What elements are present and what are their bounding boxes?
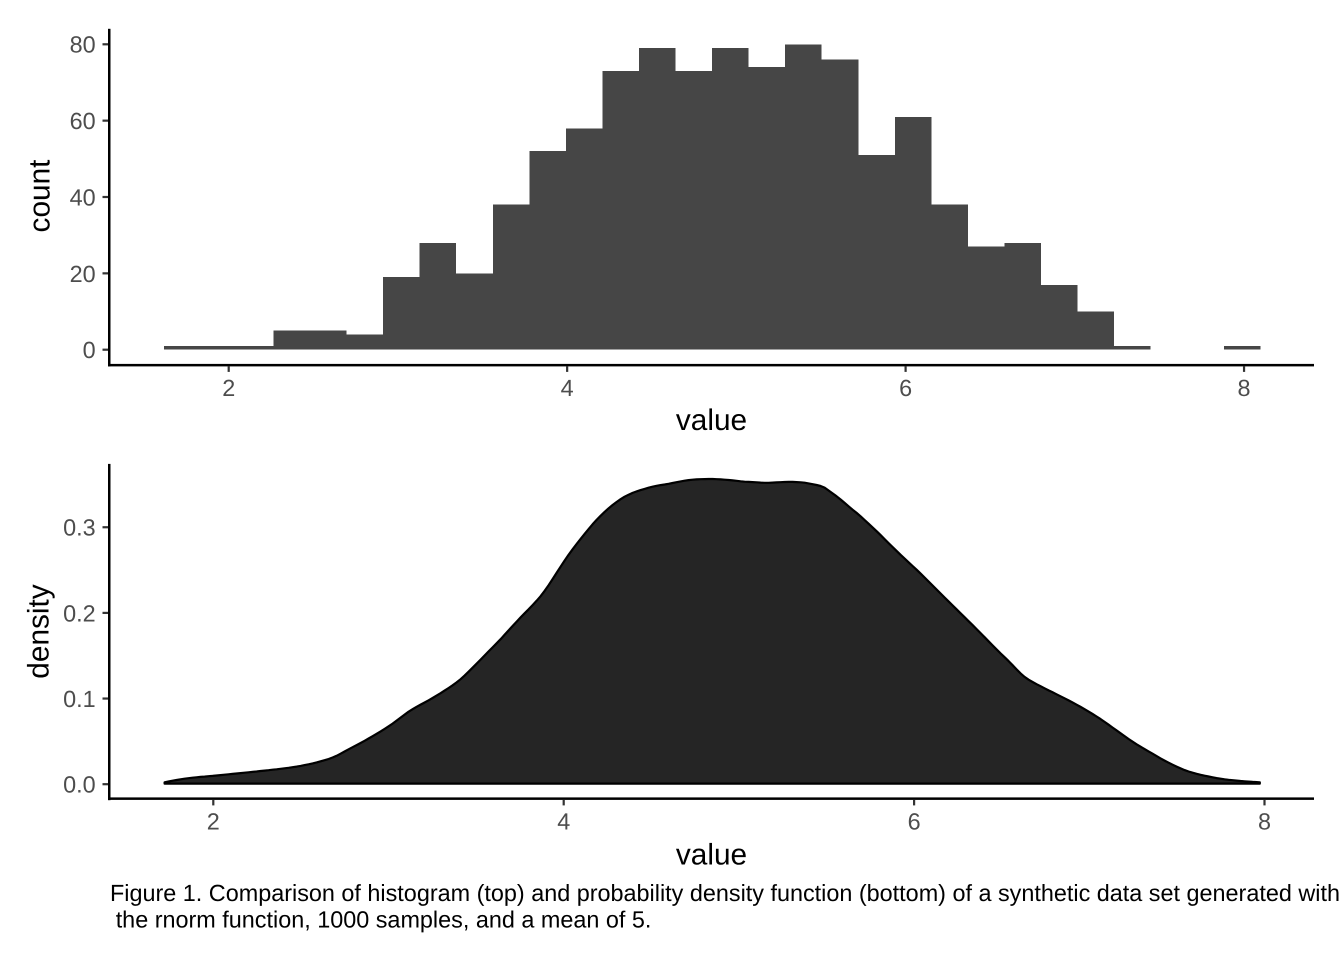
svg-text:4: 4: [557, 808, 570, 834]
svg-text:0: 0: [83, 337, 96, 363]
svg-text:80: 80: [70, 32, 96, 58]
svg-text:Figure 1. Comparison of histog: Figure 1. Comparison of histogram (top) …: [110, 880, 1340, 906]
svg-text:2: 2: [207, 808, 220, 834]
svg-text:0.1: 0.1: [63, 686, 96, 712]
svg-text:the rnorm function, 1000 sampl: the rnorm function, 1000 samples, and a …: [116, 907, 652, 933]
svg-text:count: count: [24, 159, 57, 233]
svg-text:0.2: 0.2: [63, 600, 96, 626]
svg-text:8: 8: [1238, 375, 1251, 401]
svg-text:6: 6: [899, 375, 912, 401]
svg-text:4: 4: [561, 375, 574, 401]
svg-text:0.3: 0.3: [63, 515, 96, 541]
svg-text:density: density: [23, 584, 56, 679]
svg-text:60: 60: [70, 108, 96, 134]
svg-text:20: 20: [70, 261, 96, 287]
svg-text:value: value: [676, 404, 747, 437]
svg-text:8: 8: [1258, 808, 1271, 834]
svg-text:2: 2: [222, 375, 235, 401]
svg-text:value: value: [676, 838, 747, 871]
svg-text:0.0: 0.0: [63, 772, 96, 798]
svg-text:40: 40: [70, 184, 96, 210]
svg-text:6: 6: [908, 808, 921, 834]
